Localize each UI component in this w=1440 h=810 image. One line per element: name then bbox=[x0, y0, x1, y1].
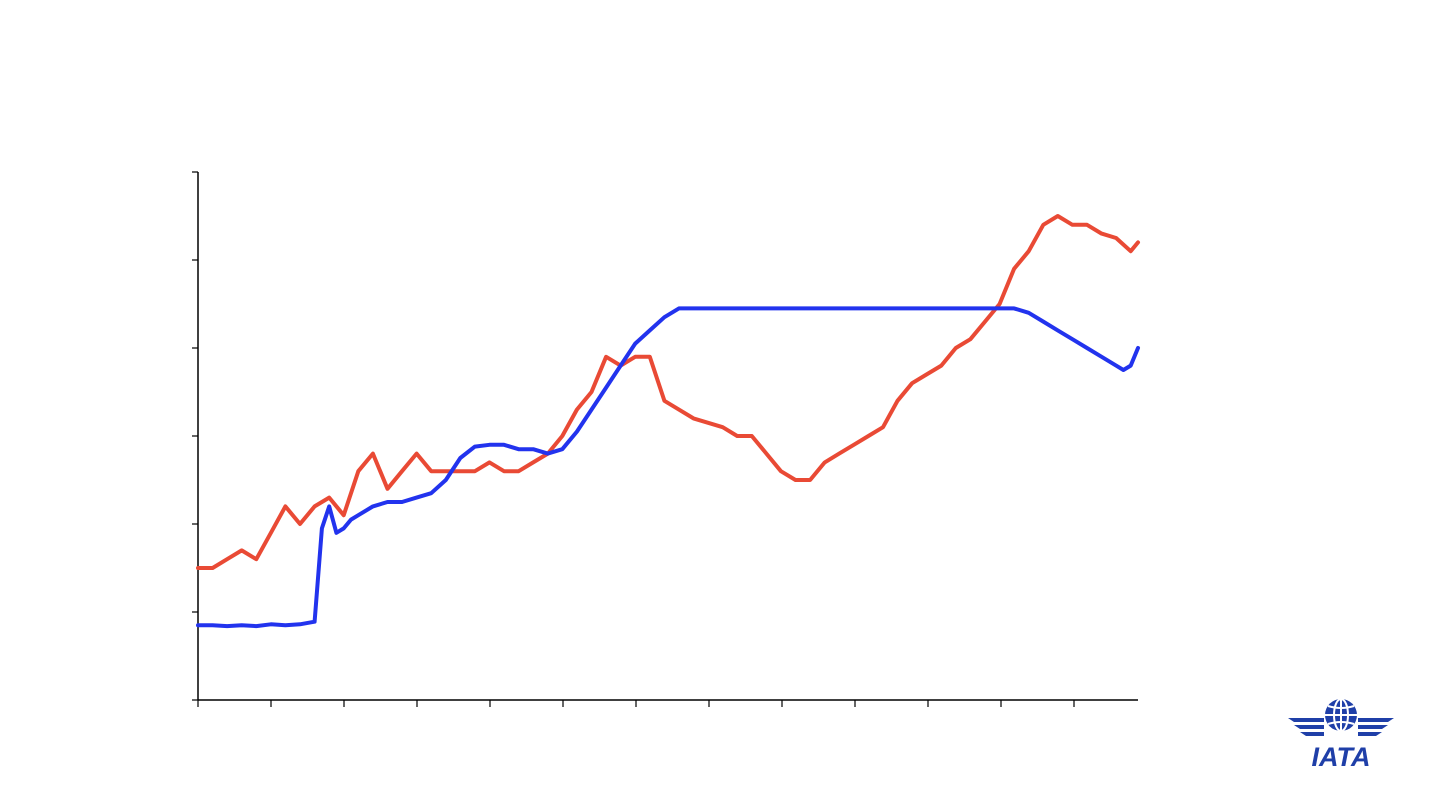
iata-logo: IATA bbox=[1288, 698, 1394, 770]
chart-series bbox=[196, 214, 1140, 629]
wings-icon bbox=[1288, 718, 1394, 736]
logo-text: IATA bbox=[1312, 742, 1371, 770]
series-line-blue bbox=[196, 306, 1140, 629]
series-line-red bbox=[196, 214, 1140, 570]
chart-axes bbox=[192, 171, 1138, 707]
globe-icon bbox=[1325, 698, 1357, 732]
